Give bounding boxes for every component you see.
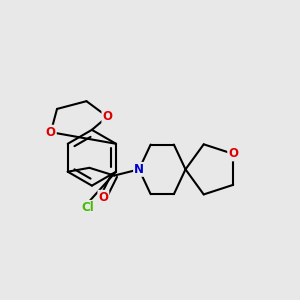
Text: N: N [134, 163, 144, 176]
Text: O: O [98, 191, 108, 204]
Text: O: O [46, 126, 56, 139]
Text: O: O [102, 110, 112, 123]
Text: O: O [228, 147, 238, 161]
Text: Cl: Cl [82, 201, 94, 214]
